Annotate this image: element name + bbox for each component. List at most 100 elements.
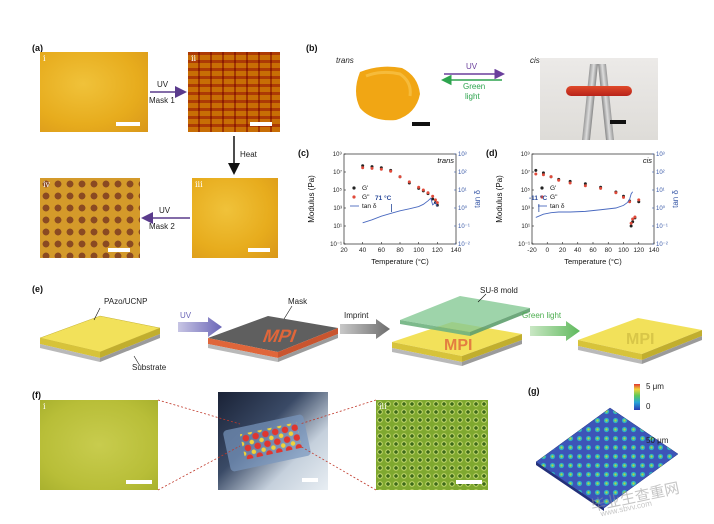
c-legend-label: G'' [362,194,370,201]
d-ytick-label: 10¹ [521,224,530,230]
b-light-label: light [465,92,480,101]
panel-e-label: (e) [32,284,43,294]
panel-f-film-i: i [40,400,158,490]
imprint-pattern-text: MPI [444,337,472,354]
d-ytick-label: 10⁷ [521,169,530,176]
c-gdprime-point [433,198,437,202]
d-gdprime-point [629,221,633,225]
d-gdprime-point [631,217,635,221]
colorbar-max-label: 5 μm [646,382,664,391]
c-tandelta-line [362,197,438,224]
mask-pattern-text: MPI [260,326,299,346]
c-ytick-label: 10¹ [333,224,342,230]
scale-bar [108,248,130,252]
panel-b-label: (b) [306,43,318,53]
green-light-label: Green light [522,311,562,320]
c-ytick-label: 10⁵ [333,187,343,194]
panel-f-sub-iii: iii [379,402,387,411]
panel-g-label: (g) [528,386,540,396]
d-gdprime-point [549,175,553,179]
d-legend-marker [540,186,544,190]
d-gdprime-point [614,191,618,195]
su8-mold [400,296,530,332]
d-xlabel: Temperature (°C) [564,257,622,266]
d-gdprime-point [599,186,603,190]
chart-c: 20 40 60 80 100 120 140 10⁻¹ 10¹ 10³ 10⁵ 10⁷ 10⁹ 10⁻²… [307,151,482,266]
d-ytick-label: 10⁻¹ [518,242,530,248]
c-xtick-label: 80 [396,247,404,254]
scale-bar [412,122,430,126]
cis-film-strip [566,86,632,96]
d-y2tick-label: 10² [656,170,665,176]
d-ytick-label: 10³ [521,206,530,212]
panel-a-sub-iv: iv [43,180,51,189]
panel-a-film-i: i [40,52,148,132]
c-legend-label: tan δ [362,203,377,210]
scale-bar [302,478,318,482]
c-xtick-label: 60 [378,247,386,254]
c-gdprime-point [435,201,439,205]
imprint-label: Imprint [344,311,369,320]
d-gdprime-point [633,215,637,219]
step1-uv-label: UV [157,80,169,89]
trans-film-photo [356,66,430,126]
panel-f-sub-i: i [43,402,46,411]
material-label: PAzo/UCNP [104,297,148,306]
panel-d-label: (d) [486,148,498,158]
c-gdprime-point [431,194,435,198]
d-xtick-label: -20 [527,247,537,254]
panel-a-film-iii: iii [192,178,278,258]
c-y2tick-label: 10² [458,170,467,176]
d-gdprime-point [568,181,572,185]
c-gdprime-point [407,180,411,184]
d-y2tick-label: 10⁻¹ [656,224,668,230]
d-gprime-point [534,168,538,172]
c-gdprime-point [361,166,365,170]
d-tg-annotation: -11 °C [529,194,547,202]
d-y2tick-label: 10⁰ [656,205,666,212]
imprint-stack: MPI [392,296,530,366]
c-state-label: trans [437,156,454,165]
film-on-substrate [39,315,161,362]
panel-a-dots-iv: iv [40,178,140,258]
panel-a-label: (a) [32,43,43,53]
d-legend-label: G'' [550,194,558,201]
d-legend-marker [540,195,544,199]
c-gdprime-point [379,167,383,171]
c-gdprime-point [426,191,430,195]
afm-3d-map [535,384,679,511]
mold-label: SU-8 mold [480,286,518,295]
c-y2tick-label: 10⁰ [458,205,468,212]
c-legend-marker [352,186,356,190]
d-gdprime-point [637,198,641,202]
cis-film-photo [540,58,658,140]
d-legend-label: tan δ [550,203,565,210]
d-xtick-label: 100 [618,247,629,254]
c-ytick-label: 10⁷ [333,169,342,176]
c-xtick-label: 120 [432,247,443,254]
c-xtick-label: 40 [359,247,367,254]
scale-bar [116,122,140,126]
chart-d: -20 0 20 40 60 80 100 120 140 10⁻¹ 10¹ 10³ 10⁵ 10⁷ 10⁹… [495,151,680,266]
d-y2tick-label: 10¹ [656,188,665,194]
d-gdprime-point [583,184,587,188]
d-xtick-label: 40 [574,247,582,254]
c-y2tick-label: 10⁻¹ [458,224,470,230]
step3-mask-label: Mask 2 [149,222,175,231]
panel-a-sub-ii: ii [191,54,197,63]
panel-f-photo-center [218,392,328,490]
c-legend-label: G' [362,185,368,192]
c-y2tick-label: 10³ [458,152,467,158]
d-xtick-label: 140 [649,247,660,254]
cis-label: cis [530,56,540,65]
d-xtick-label: 60 [589,247,597,254]
d-xtick-label: 20 [559,247,567,254]
d-ylabel: Modulus (Pa) [495,175,504,223]
e-uv-label: UV [180,311,192,320]
c-xtick-label: 100 [413,247,424,254]
panel-a-sub-i: i [43,54,46,63]
scale-bar [610,120,626,124]
scale-bar [248,248,270,252]
c-gdprime-point [421,188,425,192]
